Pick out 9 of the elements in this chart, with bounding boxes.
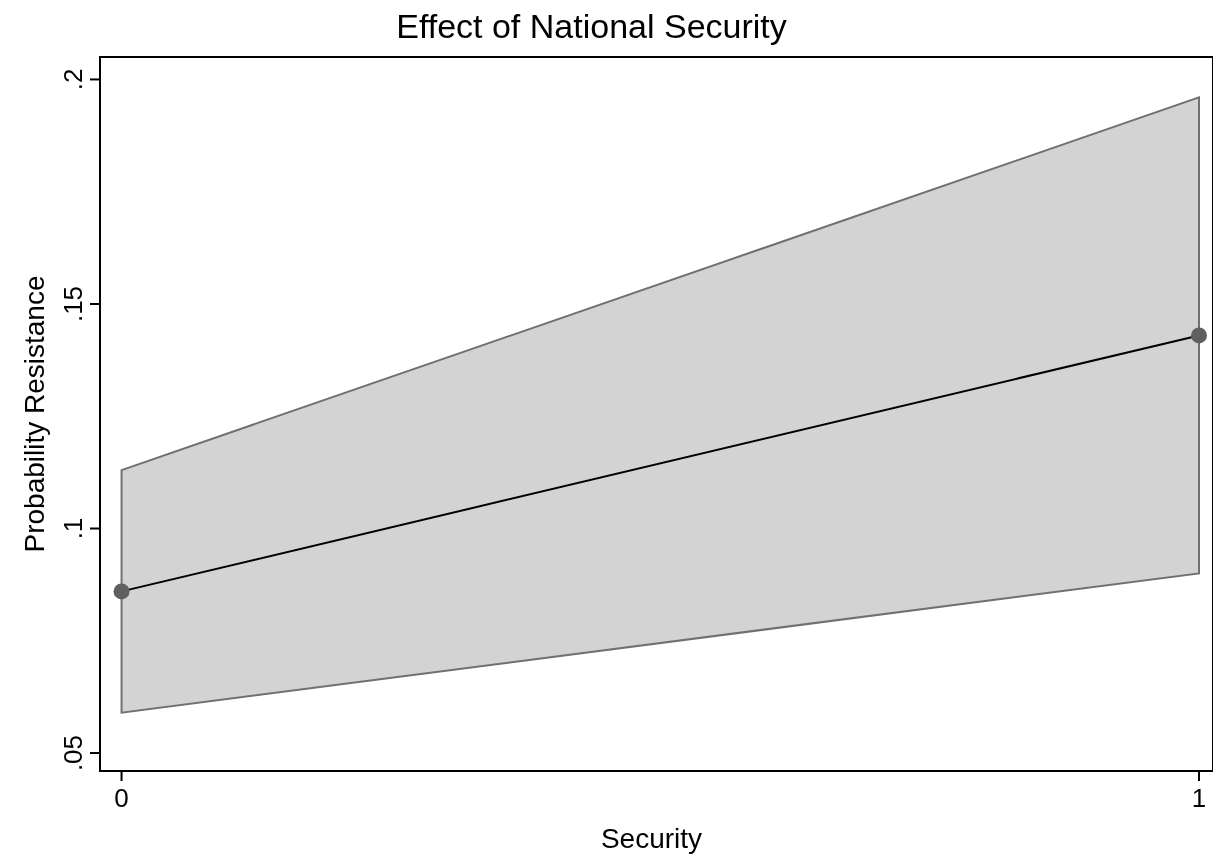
y-tick-label: .2 <box>58 68 88 91</box>
x-axis-title: Security <box>600 823 703 854</box>
x-tick-label: 0 <box>114 783 129 813</box>
x-tick-label: 1 <box>1191 783 1207 813</box>
chart-title: Effect of National Security <box>396 7 787 45</box>
y-axis-title: Probability Resistance <box>19 275 50 553</box>
y-tick-label: .15 <box>58 285 88 323</box>
y-tick-label: .1 <box>58 517 88 540</box>
y-tick-label: .05 <box>58 734 88 772</box>
